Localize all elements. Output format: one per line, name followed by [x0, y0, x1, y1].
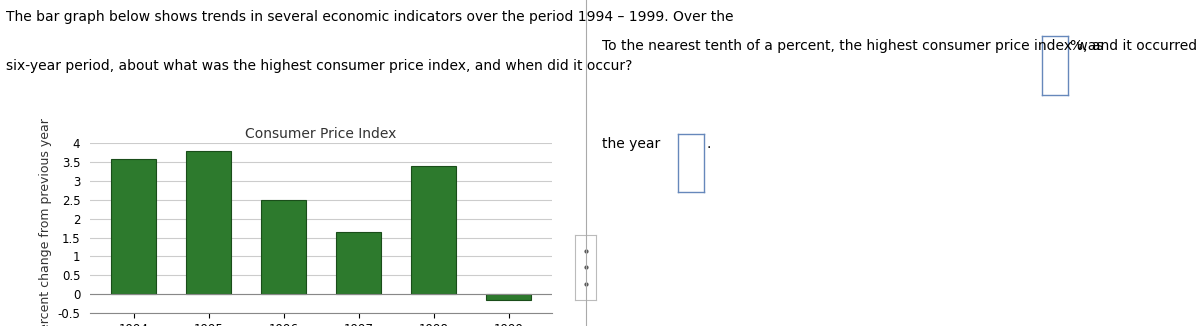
Y-axis label: Percent change from previous year: Percent change from previous year	[38, 118, 52, 326]
Bar	[112, 158, 156, 294]
Text: The bar graph below shows trends in several economic indicators over the period : The bar graph below shows trends in seve…	[6, 10, 733, 24]
Bar	[336, 232, 382, 294]
Text: .: .	[707, 137, 712, 151]
Bar	[410, 166, 456, 294]
Text: To the nearest tenth of a percent, the highest consumer price index was: To the nearest tenth of a percent, the h…	[602, 39, 1109, 53]
Bar	[486, 294, 530, 300]
Bar	[262, 200, 306, 294]
Title: Consumer Price Index: Consumer Price Index	[245, 127, 397, 141]
Bar	[186, 151, 230, 294]
Text: the year: the year	[602, 137, 661, 151]
Text: six-year period, about what was the highest consumer price index, and when did i: six-year period, about what was the high…	[6, 59, 632, 73]
Text: %, and it occurred in: %, and it occurred in	[1070, 39, 1200, 53]
